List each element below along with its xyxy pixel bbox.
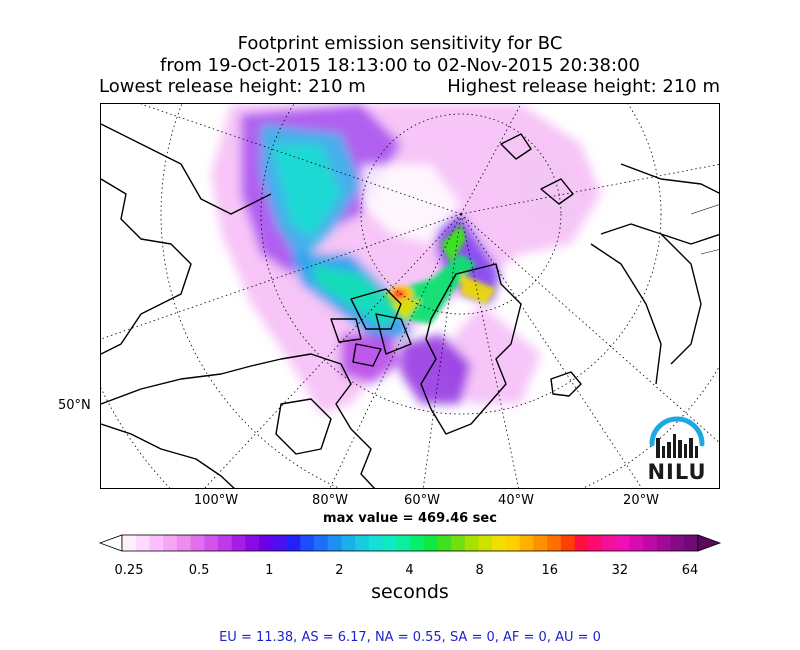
colorbar-under-extend bbox=[98, 534, 123, 552]
nilu-logo: NILU bbox=[646, 412, 708, 484]
highest-release-height: Highest release height: 210 m bbox=[447, 76, 720, 97]
colorbar-segment bbox=[382, 535, 397, 551]
colorbar-segment bbox=[643, 535, 658, 551]
colorbar bbox=[98, 534, 722, 552]
max-value: max value = 469.46 sec bbox=[323, 511, 497, 526]
region-contributions: EU = 11.38, AS = 6.17, NA = 0.55, SA = 0… bbox=[219, 630, 601, 645]
colorbar-segment bbox=[355, 535, 370, 551]
graticule bbox=[101, 104, 719, 488]
colorbar-segment bbox=[176, 535, 192, 551]
colorbar-segment bbox=[588, 535, 603, 551]
colorbar-segment bbox=[574, 535, 589, 551]
colorbar-segment bbox=[560, 535, 576, 551]
colorbar-tick-label: 0.5 bbox=[188, 563, 210, 578]
lon-label: 60°W bbox=[404, 493, 440, 508]
colorbar-segment bbox=[437, 535, 452, 551]
lon-label: 100°W bbox=[193, 493, 239, 508]
lon-label: 80°W bbox=[312, 493, 348, 508]
lon-label: 20°W bbox=[623, 493, 659, 508]
colorbar-segment bbox=[396, 535, 411, 551]
colorbar-segment bbox=[670, 535, 685, 551]
colorbar-segment bbox=[602, 535, 617, 551]
colorbar-segment bbox=[629, 535, 644, 551]
footprint-map bbox=[100, 103, 720, 489]
colorbar-segment bbox=[684, 535, 699, 551]
colorbar-segment bbox=[272, 535, 288, 551]
colorbar-tick-label: 16 bbox=[541, 563, 559, 578]
colorbar-segment bbox=[464, 535, 480, 551]
lowest-release-height: Lowest release height: 210 m bbox=[99, 76, 366, 97]
colorbar-over-extend bbox=[697, 534, 722, 552]
coastlines bbox=[101, 123, 719, 488]
colorbar-segment bbox=[231, 535, 246, 551]
lon-label: 40°W bbox=[498, 493, 534, 508]
colorbar-segment bbox=[410, 535, 425, 551]
colorbar-segment bbox=[547, 535, 562, 551]
plot-title: Footprint emission sensitivity for BC bbox=[237, 33, 563, 54]
colorbar-segment bbox=[478, 535, 493, 551]
colorbar-tick-label: 8 bbox=[475, 563, 484, 578]
colorbar-segment bbox=[314, 535, 329, 551]
nilu-logo-mark bbox=[649, 416, 705, 458]
colorbar-segment bbox=[135, 535, 150, 551]
plot-time-range: from 19-Oct-2015 18:13:00 to 02-Nov-2015… bbox=[160, 55, 640, 76]
colorbar-segment bbox=[506, 535, 521, 551]
colorbar-tick-label: 2 bbox=[335, 563, 344, 578]
colorbar-segment bbox=[122, 535, 137, 551]
sensitivity-field bbox=[211, 104, 601, 414]
colorbar-segment bbox=[341, 535, 356, 551]
borders bbox=[690, 204, 719, 255]
colorbar-tick-label: 1 bbox=[265, 563, 274, 578]
nilu-logo-text: NILU bbox=[647, 460, 707, 484]
lat-label: 50°N bbox=[58, 398, 91, 413]
colorbar-tick-label: 0.25 bbox=[114, 563, 144, 578]
colorbar-tick-label: 64 bbox=[681, 563, 699, 578]
colorbar-segment bbox=[286, 535, 301, 551]
colorbar-segment bbox=[163, 535, 178, 551]
colorbar-segment bbox=[327, 535, 342, 551]
colorbar-segment bbox=[245, 535, 260, 551]
colorbar-segment bbox=[259, 535, 274, 551]
colorbar-segment bbox=[190, 535, 205, 551]
map-canvas bbox=[101, 104, 719, 488]
colorbar-tick-label: 32 bbox=[611, 563, 629, 578]
colorbar-segment bbox=[368, 535, 384, 551]
colorbar-unit: seconds bbox=[371, 581, 449, 603]
colorbar-segment bbox=[218, 535, 233, 551]
colorbar-segment bbox=[615, 535, 630, 551]
colorbar-segment bbox=[533, 535, 548, 551]
colorbar-segment bbox=[204, 535, 219, 551]
colorbar-segment bbox=[492, 535, 507, 551]
colorbar-segment bbox=[149, 535, 164, 551]
colorbar-segment bbox=[656, 535, 672, 551]
colorbar-segment bbox=[451, 535, 466, 551]
colorbar-segment bbox=[423, 535, 438, 551]
colorbar-tick-label: 4 bbox=[405, 563, 414, 578]
colorbar-segment bbox=[300, 535, 315, 551]
colorbar-segment bbox=[519, 535, 534, 551]
